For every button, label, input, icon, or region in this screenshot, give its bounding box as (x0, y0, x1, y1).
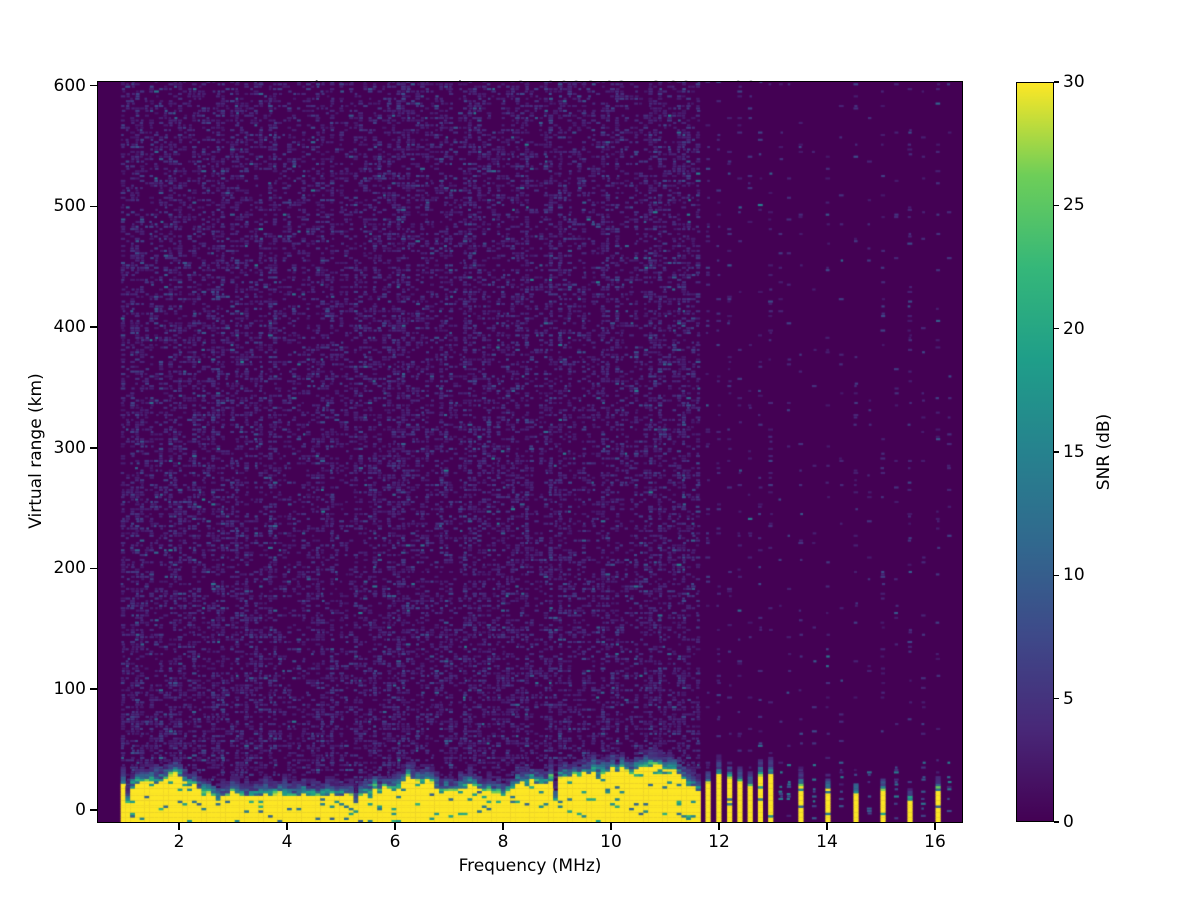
x-tick-label: 6 (389, 832, 401, 852)
colorbar-tick-label: 30 (1063, 72, 1085, 92)
y-tick-mark (90, 809, 97, 811)
ionogram-heatmap (98, 82, 962, 822)
y-tick-label: 100 (53, 679, 86, 700)
x-tick-label: 16 (924, 832, 946, 852)
y-tick-mark (90, 567, 97, 570)
x-tick-mark (286, 823, 288, 830)
y-axis-label: Virtual range (km) (26, 373, 46, 529)
colorbar-tick-mark (1054, 327, 1059, 330)
x-tick-mark (502, 823, 504, 830)
colorbar-tick-label: 10 (1063, 565, 1085, 586)
x-axis-label: Frequency (MHz) (458, 856, 602, 876)
colorbar-tick-mark (1054, 821, 1059, 823)
colorbar-tick-mark (1054, 451, 1059, 453)
colorbar-label: SNR (dB) (1094, 413, 1114, 491)
colorbar-tick-label: 20 (1063, 318, 1085, 339)
colorbar-tick-mark (1054, 574, 1059, 577)
colorbar-tick-mark (1054, 204, 1059, 207)
x-tick-mark (610, 823, 612, 830)
x-tick-label: 14 (816, 832, 838, 852)
y-tick-mark (90, 688, 97, 690)
colorbar-tick-label: 0 (1063, 812, 1074, 832)
x-tick-label: 8 (497, 832, 509, 852)
y-tick-mark (90, 447, 97, 449)
y-tick-mark (90, 326, 97, 328)
x-tick-mark (718, 823, 720, 830)
y-tick-label: 0 (75, 799, 86, 820)
y-tick-mark (90, 84, 97, 87)
colorbar-tick-label: 5 (1063, 688, 1074, 709)
x-tick-mark (178, 823, 180, 830)
y-tick-label: 200 (53, 558, 86, 579)
x-tick-mark (394, 823, 396, 830)
y-tick-mark (90, 205, 97, 208)
colorbar (1016, 82, 1054, 822)
colorbar-tick-mark (1054, 697, 1059, 700)
x-tick-label: 2 (173, 832, 185, 852)
y-tick-label: 600 (53, 75, 86, 96)
colorbar-tick-mark (1054, 81, 1059, 83)
y-tick-label: 400 (53, 317, 86, 338)
colorbar-tick-label: 15 (1063, 442, 1085, 462)
colorbar-tick-label: 25 (1063, 195, 1085, 216)
x-tick-label: 4 (281, 832, 293, 852)
x-tick-mark (826, 823, 828, 830)
x-tick-mark (934, 823, 936, 830)
y-tick-label: 300 (53, 437, 86, 458)
y-tick-label: 500 (53, 196, 86, 217)
x-tick-label: 10 (600, 832, 622, 852)
x-tick-label: 12 (708, 832, 730, 852)
